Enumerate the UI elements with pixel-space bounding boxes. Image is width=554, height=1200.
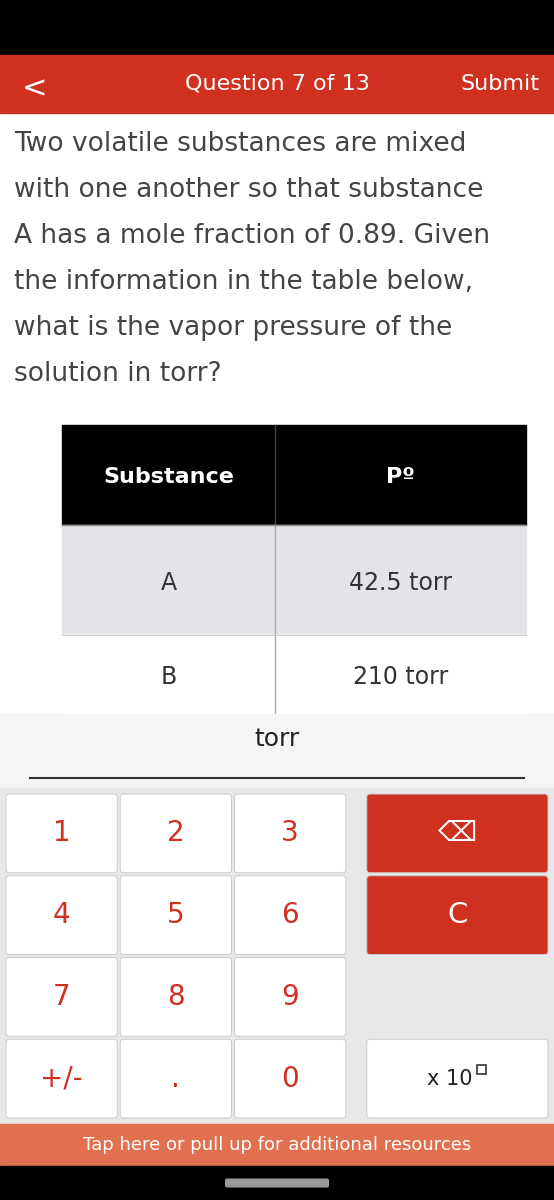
Text: torr: torr [254,727,300,751]
Text: 9: 9 [281,983,299,1010]
Bar [0,55,554,113]
FancyBboxPatch shape [6,1039,117,1118]
FancyBboxPatch shape [6,958,117,1037]
Text: 0: 0 [281,1064,299,1093]
Text: 2: 2 [167,820,184,847]
Text: what is the vapor pressure of the: what is the vapor pressure of the [14,314,452,341]
Text: Substance: Substance [103,467,234,487]
Text: 8: 8 [167,983,184,1010]
Text: Pº: Pº [386,467,415,487]
Text: 7: 7 [53,983,70,1010]
Text: .: . [171,1064,181,1093]
FancyBboxPatch shape [234,876,346,954]
FancyBboxPatch shape [120,1039,232,1118]
FancyBboxPatch shape [6,876,117,954]
Text: A: A [161,571,177,595]
FancyBboxPatch shape [234,794,346,872]
Text: ⌫: ⌫ [438,820,477,847]
Bar [0,713,554,788]
Bar [0,1124,554,1166]
Text: 6: 6 [281,901,299,929]
FancyBboxPatch shape [367,876,548,954]
FancyBboxPatch shape [234,958,346,1037]
Text: with one another so that substance: with one another so that substance [14,176,484,203]
Text: solution in torr?: solution in torr? [14,361,222,386]
Bar [0,0,554,55]
Text: 4: 4 [53,901,70,929]
Bar [62,635,526,713]
Text: Tap here or pull up for additional resources: Tap here or pull up for additional resou… [83,1136,471,1154]
Text: 5: 5 [167,901,184,929]
FancyBboxPatch shape [367,1039,548,1118]
FancyBboxPatch shape [120,794,232,872]
Text: 210 torr: 210 torr [353,665,448,689]
Text: 42.5 torr: 42.5 torr [349,571,452,595]
FancyBboxPatch shape [120,876,232,954]
Text: Submit: Submit [460,74,539,94]
Text: <: < [22,74,48,103]
Text: the information in the table below,: the information in the table below, [14,269,473,295]
Text: Two volatile substances are mixed: Two volatile substances are mixed [14,131,466,157]
Bar [0,788,554,1124]
Text: 3: 3 [281,820,299,847]
FancyBboxPatch shape [6,794,117,872]
FancyBboxPatch shape [234,1039,346,1118]
Bar [62,425,526,526]
Text: A has a mole fraction of 0.89. Given: A has a mole fraction of 0.89. Given [14,223,490,248]
Text: 1: 1 [53,820,70,847]
Text: x 10: x 10 [427,1069,472,1088]
FancyBboxPatch shape [367,794,548,872]
FancyBboxPatch shape [225,1178,329,1188]
Bar [478,1064,486,1074]
Text: +/-: +/- [40,1064,83,1093]
Bar [0,1166,554,1200]
Text: Question 7 of 13: Question 7 of 13 [184,74,370,94]
FancyBboxPatch shape [120,958,232,1037]
Text: B: B [161,665,177,689]
Text: C: C [447,901,468,929]
Bar [62,526,526,635]
